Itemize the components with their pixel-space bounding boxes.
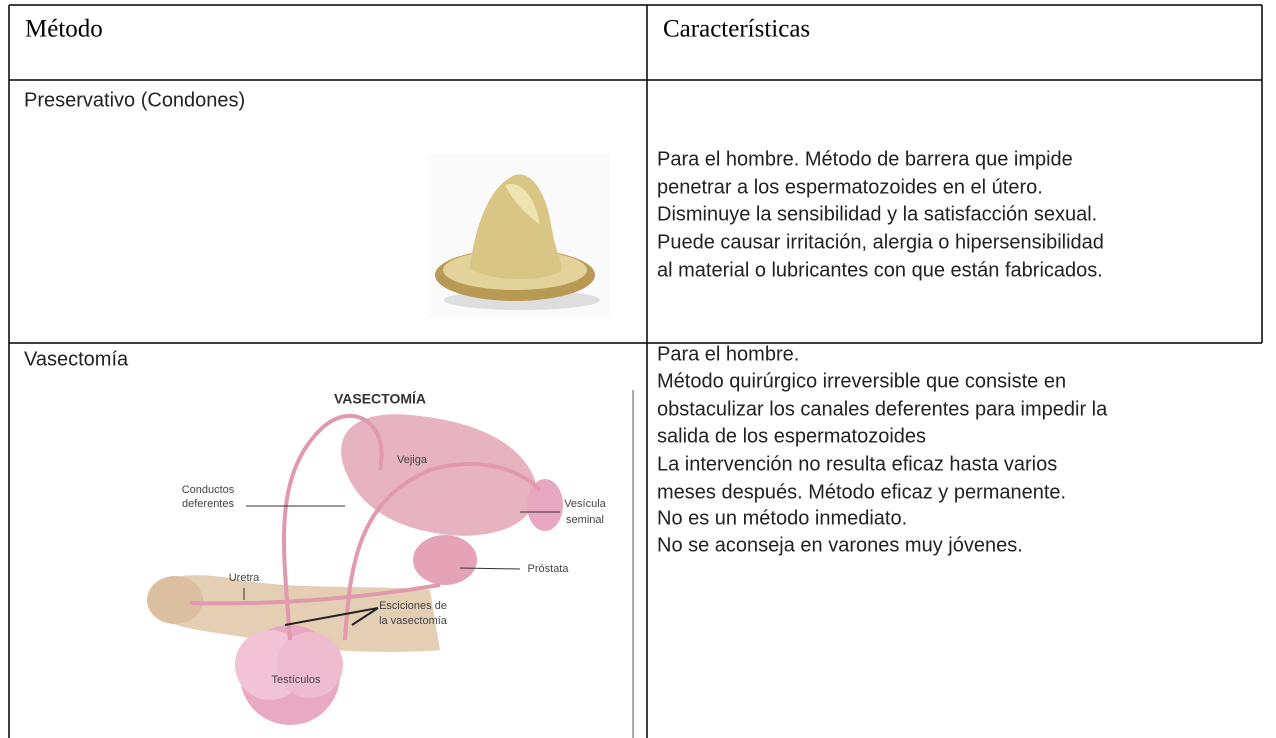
figure-label: seminal xyxy=(566,514,604,526)
figure-label: Conductos xyxy=(182,484,235,496)
method-name: Preservativo (Condones) xyxy=(24,89,245,111)
vasectomy-diagram: VASECTOMÍA Vejiga Conductos deferentes V… xyxy=(147,390,634,738)
description-line: Para el hombre. Método de barrera que im… xyxy=(657,148,1073,170)
table-grid xyxy=(8,4,1263,738)
figure-label: Vejiga xyxy=(397,454,428,466)
description-line: al material o lubricantes con que están … xyxy=(657,259,1103,281)
description-line: Para el hombre. xyxy=(657,343,799,365)
description-line: salida de los espermatozoides xyxy=(657,425,926,447)
description-line: Puede causar irritación, alergia o hiper… xyxy=(657,231,1104,253)
figure-label: Uretra xyxy=(229,572,260,584)
method-name: Vasectomía xyxy=(24,348,129,370)
description-line: La intervención no resulta eficaz hasta … xyxy=(657,453,1057,475)
description-line: Disminuye la sensibilidad y la satisfacc… xyxy=(657,203,1097,225)
description-line: obstaculizar los canales deferentes para… xyxy=(657,398,1108,420)
figure-label: deferentes xyxy=(182,498,234,510)
header-cell: Método xyxy=(25,16,103,43)
description-line: Método quirúrgico irreversible que consi… xyxy=(657,370,1066,392)
header-cell: Características xyxy=(663,16,810,43)
description-line: No es un método inmediato. xyxy=(657,507,907,529)
figure-label: Próstata xyxy=(528,563,570,575)
description-line: penetrar a los espermatozoides en el úte… xyxy=(657,176,1043,198)
description-line: meses después. Método eficaz y permanent… xyxy=(657,481,1066,503)
description-line: No se aconseja en varones muy jóvenes. xyxy=(657,534,1023,556)
figure-label: Testículos xyxy=(272,674,321,686)
figure-label: Esciciones de xyxy=(379,600,447,612)
figure-label: la vasectomía xyxy=(379,615,448,627)
figure-label: Vesícula xyxy=(564,498,606,510)
figure-title: VASECTOMÍA xyxy=(334,391,426,407)
condom-image xyxy=(428,155,610,318)
